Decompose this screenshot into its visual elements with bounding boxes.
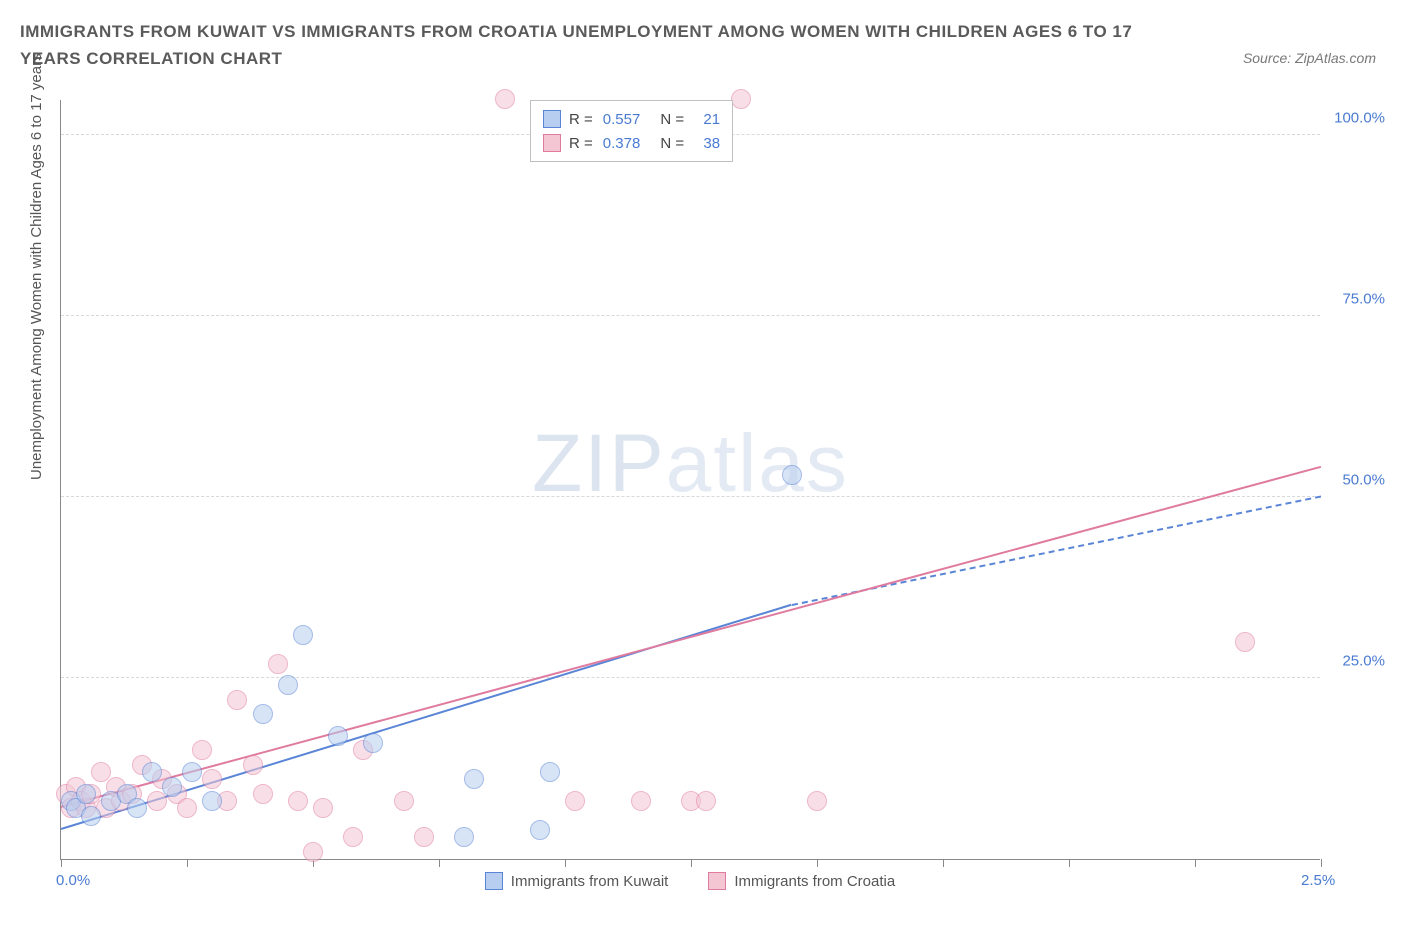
- gridline: [61, 496, 1320, 497]
- x-tick: [1069, 859, 1070, 867]
- data-point: [1235, 632, 1255, 652]
- data-point: [202, 791, 222, 811]
- y-tick-label: 50.0%: [1342, 472, 1385, 489]
- data-point: [177, 798, 197, 818]
- stat-row: R = 0.557 N = 21: [543, 107, 720, 131]
- data-point: [696, 791, 716, 811]
- y-axis-label: Unemployment Among Women with Children A…: [28, 53, 45, 480]
- stat-n-label: N =: [660, 135, 684, 152]
- legend-item: Immigrants from Croatia: [708, 872, 895, 890]
- x-tick: [61, 859, 62, 867]
- x-tick: [943, 859, 944, 867]
- legend-swatch: [543, 134, 561, 152]
- data-point: [192, 740, 212, 760]
- data-point: [127, 798, 147, 818]
- data-point: [253, 704, 273, 724]
- data-point: [464, 769, 484, 789]
- data-point: [631, 791, 651, 811]
- data-point: [731, 89, 751, 109]
- chart-area: ZIPatlas 25.0%50.0%75.0%100.0%0.0%2.5% R…: [60, 100, 1320, 860]
- data-point: [363, 733, 383, 753]
- stat-n-value: 38: [694, 135, 720, 152]
- data-point: [243, 755, 263, 775]
- legend-swatch: [485, 872, 503, 890]
- data-point: [81, 806, 101, 826]
- data-point: [454, 827, 474, 847]
- x-tick: [439, 859, 440, 867]
- watermark: ZIPatlas: [532, 417, 849, 511]
- data-point: [394, 791, 414, 811]
- data-point: [162, 777, 182, 797]
- stat-row: R = 0.378 N = 38: [543, 131, 720, 155]
- x-tick: [1195, 859, 1196, 867]
- legend-label: Immigrants from Croatia: [734, 873, 895, 890]
- data-point: [147, 791, 167, 811]
- x-tick: [1321, 859, 1322, 867]
- stat-r-label: R =: [569, 111, 593, 128]
- legend-item: Immigrants from Kuwait: [485, 872, 669, 890]
- y-tick-label: 100.0%: [1334, 110, 1385, 127]
- data-point: [142, 762, 162, 782]
- data-point: [227, 690, 247, 710]
- source-attribution: Source: ZipAtlas.com: [1243, 50, 1376, 66]
- x-tick: [187, 859, 188, 867]
- data-point: [303, 842, 323, 862]
- stat-r-label: R =: [569, 135, 593, 152]
- data-point: [278, 675, 298, 695]
- data-point: [202, 769, 222, 789]
- data-point: [807, 791, 827, 811]
- plot-region: ZIPatlas 25.0%50.0%75.0%100.0%0.0%2.5%: [60, 100, 1320, 860]
- chart-title: IMMIGRANTS FROM KUWAIT VS IMMIGRANTS FRO…: [20, 18, 1156, 72]
- data-point: [268, 654, 288, 674]
- data-point: [182, 762, 202, 782]
- data-point: [530, 820, 550, 840]
- stat-n-label: N =: [660, 111, 684, 128]
- data-point: [253, 784, 273, 804]
- stat-n-value: 21: [694, 111, 720, 128]
- data-point: [782, 465, 802, 485]
- data-point: [288, 791, 308, 811]
- legend-swatch: [543, 110, 561, 128]
- legend-label: Immigrants from Kuwait: [511, 873, 669, 890]
- stat-r-value: 0.378: [603, 135, 641, 152]
- data-point: [414, 827, 434, 847]
- gridline: [61, 315, 1320, 316]
- y-tick-label: 25.0%: [1342, 653, 1385, 670]
- stat-r-value: 0.557: [603, 111, 641, 128]
- data-point: [313, 798, 333, 818]
- data-point: [328, 726, 348, 746]
- legend-swatch: [708, 872, 726, 890]
- y-tick-label: 75.0%: [1342, 291, 1385, 308]
- data-point: [565, 791, 585, 811]
- x-tick: [691, 859, 692, 867]
- x-tick: [565, 859, 566, 867]
- data-point: [495, 89, 515, 109]
- data-point: [343, 827, 363, 847]
- data-point: [76, 784, 96, 804]
- gridline: [61, 677, 1320, 678]
- data-point: [540, 762, 560, 782]
- data-point: [293, 625, 313, 645]
- legend: Immigrants from Kuwait Immigrants from Cr…: [60, 872, 1320, 890]
- x-tick: [817, 859, 818, 867]
- correlation-stats-box: R = 0.557 N = 21 R = 0.378 N = 38: [530, 100, 733, 162]
